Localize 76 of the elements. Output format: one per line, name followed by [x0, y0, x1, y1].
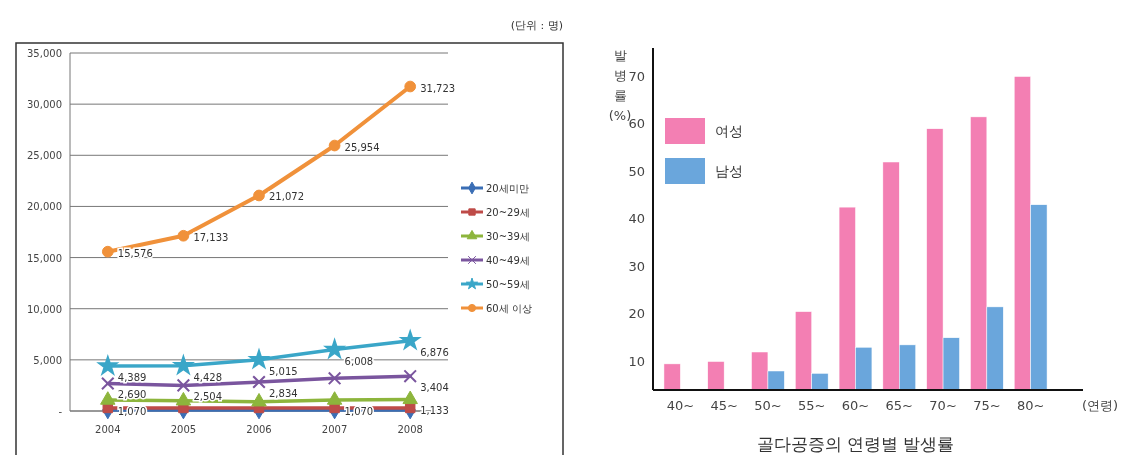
y-tick-label: 5,000	[33, 354, 62, 366]
point	[172, 353, 195, 376]
legend-label: 50~59세	[486, 279, 530, 290]
point	[96, 354, 120, 376]
point	[326, 391, 343, 405]
x-tick-label: 2005	[170, 424, 197, 435]
point	[177, 229, 190, 242]
data-label: 15,576	[117, 247, 153, 259]
x-tick-label: 75~	[973, 398, 1001, 413]
data-label: 5,015	[269, 365, 298, 377]
data-label: 17,133	[193, 231, 229, 243]
x-tick-label: 2004	[95, 424, 121, 435]
y-tick-label: 15,000	[27, 252, 62, 264]
y-tick-label: 40	[628, 211, 645, 226]
data-label: 31,723	[420, 82, 456, 94]
text: 골다공증의 연령별 발생률	[756, 434, 955, 454]
y-tick-label: 25,000	[27, 150, 62, 162]
x-tick-label: 2006	[246, 424, 272, 435]
data-label: 1,070	[117, 406, 147, 418]
x-tick-label: 60~	[841, 398, 870, 413]
data-label: 6,008	[344, 355, 374, 367]
data-label: 2,834	[269, 388, 298, 400]
point	[252, 375, 266, 389]
y-tick-label: 20,000	[27, 201, 62, 213]
point	[253, 189, 265, 202]
point	[251, 392, 267, 407]
data-label: 4,389	[117, 372, 147, 384]
legend-label: 20세미만	[486, 183, 529, 194]
point	[402, 390, 418, 405]
legend-label: 여성	[715, 123, 743, 139]
point	[403, 369, 418, 383]
y-tick-label: 20	[628, 306, 645, 321]
x-tick-label: 65~	[885, 398, 913, 413]
data-label: 4,428	[193, 371, 223, 383]
point	[101, 245, 114, 258]
point	[404, 402, 416, 414]
point	[404, 80, 417, 93]
data-label: 1,070	[344, 406, 374, 418]
text: (단위 : 명)	[510, 19, 563, 32]
x-tick-label: 45~	[710, 398, 738, 413]
point	[176, 378, 191, 393]
legend-label: 20~29세	[486, 207, 530, 218]
legend-label: 40~49세	[486, 255, 530, 266]
x-tick-label: 2007	[321, 424, 348, 435]
x-axis-title: (연령)	[1081, 398, 1119, 413]
y-tick-label: 50	[628, 163, 645, 179]
point	[398, 328, 422, 351]
y-tick-label: 10,000	[27, 303, 62, 315]
data-label: 25,954	[344, 141, 380, 153]
x-tick-label: 55~	[798, 398, 826, 413]
legend-label: 남성	[715, 163, 743, 179]
y-tick-label: 70	[628, 68, 645, 84]
point	[175, 391, 192, 406]
y-tick-label: 10	[628, 353, 645, 369]
legend-label: 60세 이상	[486, 303, 532, 314]
data-label: 2,690	[117, 389, 147, 401]
x-tick-label: 50~	[754, 398, 782, 413]
y-tick-label: -	[58, 406, 63, 417]
legend-label: 30~39세	[486, 231, 530, 242]
point	[247, 347, 271, 370]
point	[323, 337, 346, 360]
data-label: 3,404	[420, 382, 449, 394]
data-label: 21,072	[269, 191, 304, 203]
x-tick-label: 70~	[929, 398, 957, 413]
point	[100, 376, 115, 391]
y-tick-label: 30	[628, 258, 645, 274]
x-tick-label: 40~	[666, 398, 695, 413]
y-tick-label: 35,000	[27, 48, 62, 59]
data-label: 1,133	[420, 405, 449, 417]
x-tick-label: 80~	[1016, 398, 1045, 413]
x-tick-label: 2008	[397, 424, 423, 435]
point	[328, 139, 341, 152]
point	[327, 371, 342, 386]
y-tick-label: 30,000	[27, 99, 62, 111]
point	[100, 391, 116, 405]
data-label: 6,876	[420, 346, 449, 358]
